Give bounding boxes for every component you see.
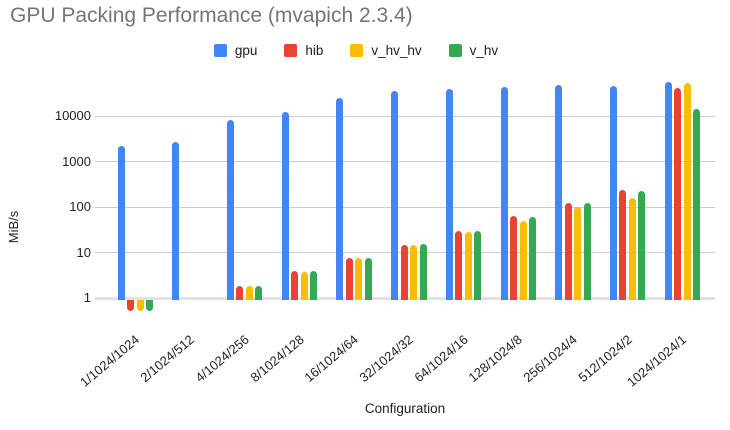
y-tick-label: 1 — [83, 290, 91, 305]
bar-v_hv_hv-16/1024/64[interactable] — [355, 258, 363, 300]
y-tick-label: 10000 — [54, 108, 91, 123]
legend-item-gpu: gpu — [213, 43, 258, 58]
gridline — [95, 161, 715, 162]
x-tick-label: 4/1024/256 — [192, 331, 252, 386]
legend-item-v_hv_hv: v_hv_hv — [350, 43, 422, 58]
x-tick-label: 512/1024/2 — [575, 331, 635, 386]
plot-area — [95, 78, 715, 312]
x-tick-label: 128/1024/8 — [465, 331, 526, 386]
bar-hib-32/1024/32[interactable] — [400, 245, 408, 300]
legend-swatch-v_hv_hv — [350, 44, 364, 57]
x-tick-label: 64/1024/16 — [411, 331, 471, 386]
bar-v_hv_hv-128/1024/8[interactable] — [519, 221, 527, 300]
bar-hib-512/1024/2[interactable] — [619, 190, 627, 300]
bar-v_hv-512/1024/2[interactable] — [638, 191, 646, 300]
bar-v_hv_hv-32/1024/32[interactable] — [410, 245, 418, 300]
bar-v_hv-128/1024/8[interactable] — [529, 217, 537, 300]
bar-v_hv_hv-4/1024/256[interactable] — [245, 286, 253, 300]
y-tick-label: 1000 — [62, 153, 91, 169]
bar-v_hv-1/1024/1024[interactable] — [146, 300, 153, 311]
bar-gpu-16/1024/64[interactable] — [336, 98, 344, 300]
legend-label: v_hv_hv — [371, 43, 422, 58]
bar-gpu-2/1024/512[interactable] — [172, 141, 180, 300]
gridline — [95, 206, 715, 208]
legend-item-v_hv: v_hv — [448, 43, 499, 58]
bar-v_hv_hv-512/1024/2[interactable] — [628, 197, 636, 300]
bar-gpu-1024/1024/1[interactable] — [664, 82, 672, 300]
bar-v_hv-1024/1024/1[interactable] — [693, 109, 701, 300]
legend-label: hib — [305, 43, 324, 58]
bar-hib-8/1024/128[interactable] — [291, 271, 299, 300]
bar-gpu-512/1024/2[interactable] — [609, 86, 617, 300]
bar-hib-1/1024/1024[interactable] — [127, 300, 134, 311]
bar-hib-128/1024/8[interactable] — [510, 216, 518, 300]
bar-v_hv-64/1024/16[interactable] — [474, 230, 482, 300]
x-tick-label: 16/1024/64 — [301, 331, 362, 386]
bar-gpu-256/1024/4[interactable] — [555, 85, 563, 300]
bar-hib-16/1024/64[interactable] — [345, 258, 353, 300]
y-axis-labels: 1 10 100 1000 10000 — [0, 0, 91, 430]
bar-gpu-8/1024/128[interactable] — [281, 111, 289, 300]
bar-v_hv_hv-1024/1024/1[interactable] — [683, 83, 691, 300]
bar-gpu-1/1024/1024[interactable] — [117, 145, 125, 300]
bar-gpu-4/1024/256[interactable] — [226, 120, 234, 300]
bar-hib-1024/1024/1[interactable] — [674, 87, 682, 300]
bar-v_hv_hv-1/1024/1024[interactable] — [136, 300, 144, 311]
bar-hib-64/1024/16[interactable] — [455, 231, 463, 300]
bar-hib-256/1024/4[interactable] — [564, 203, 572, 300]
y-tick-label: 10 — [76, 244, 91, 260]
legend-item-hib: hib — [284, 43, 323, 58]
bar-gpu-64/1024/16[interactable] — [445, 89, 453, 300]
y-tick-label: 100 — [69, 199, 91, 214]
x-tick-label: 1024/1024/1 — [624, 331, 690, 390]
legend-label: gpu — [234, 43, 258, 58]
x-axis-title: Configuration — [364, 401, 446, 416]
legend-swatch-v_hv — [448, 44, 462, 57]
bar-v_hv-4/1024/256[interactable] — [255, 286, 263, 300]
legend-label: v_hv — [469, 43, 499, 58]
bar-v_hv-8/1024/128[interactable] — [310, 271, 318, 300]
gridline — [95, 115, 715, 117]
chart-title: GPU Packing Performance (mvapich 2.3.4) — [10, 4, 413, 27]
bar-v_hv_hv-256/1024/4[interactable] — [574, 207, 582, 300]
bar-v_hv_hv-8/1024/128[interactable] — [300, 271, 308, 300]
x-tick-label: 2/1024/512 — [137, 331, 198, 386]
bar-v_hv-16/1024/64[interactable] — [364, 257, 372, 300]
legend-swatch-hib — [284, 44, 298, 57]
bar-gpu-128/1024/8[interactable] — [500, 86, 508, 300]
bar-v_hv_hv-64/1024/16[interactable] — [464, 232, 472, 300]
bar-gpu-32/1024/32[interactable] — [391, 90, 399, 300]
x-tick-label: 32/1024/32 — [356, 331, 416, 386]
bar-v_hv-32/1024/32[interactable] — [419, 244, 427, 300]
legend: gpu hib v_hv_hv v_hv — [0, 43, 712, 58]
legend-swatch-gpu — [213, 44, 227, 57]
x-tick-label: 8/1024/128 — [246, 331, 307, 386]
x-tick-label: 256/1024/4 — [520, 331, 581, 386]
bar-hib-4/1024/256[interactable] — [236, 286, 244, 300]
bar-v_hv-256/1024/4[interactable] — [583, 203, 591, 300]
